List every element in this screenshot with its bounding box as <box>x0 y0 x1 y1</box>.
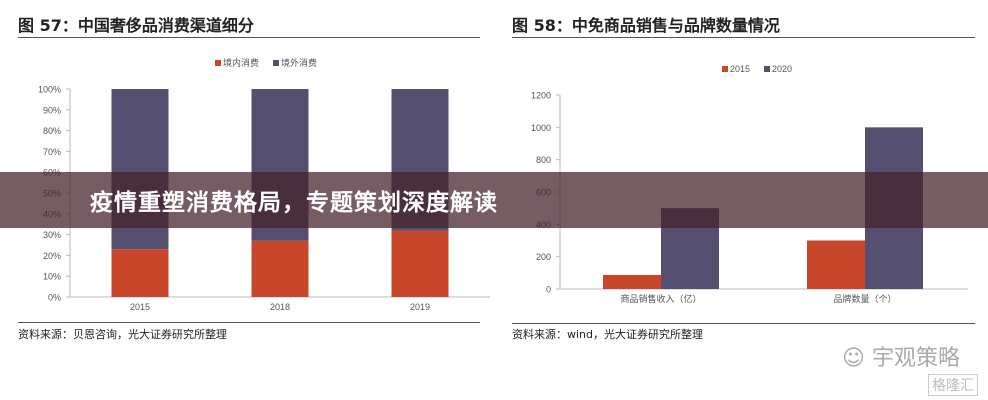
watermark-brand: ☺ 宇观策略 <box>842 340 960 372</box>
chart2-y-tick-label: 200 <box>536 252 551 262</box>
wechat-icon: ☺ <box>842 346 872 371</box>
chart2-title-rule <box>512 37 975 38</box>
chart1-title-rule <box>18 37 480 38</box>
headline-banner[interactable]: 疫情重塑消费格局，专题策划深度解读 <box>0 172 988 228</box>
watermark-brand-text: 宇观策略 <box>871 346 960 371</box>
chart2-y-tick-label: 800 <box>536 155 551 165</box>
chart2-source: 资料来源：wind，光大证券研究所整理 <box>512 328 704 341</box>
chart1-x-tick-label: 2018 <box>270 302 290 312</box>
chart2-bar-2015-1 <box>807 240 865 289</box>
chart2-y-tick-label: 1200 <box>531 91 551 101</box>
chart1-bar-境内消费-2018 <box>251 240 309 297</box>
chart1-legend-label: 境外消费 <box>281 57 317 68</box>
chart2-y-tick-label: 1000 <box>531 123 551 133</box>
chart1-bar-境内消费-2015 <box>111 249 169 297</box>
chart1-y-tick-label: 0% <box>48 293 61 303</box>
chart1-bar-境内消费-2019 <box>391 230 449 297</box>
chart1-legend-swatch <box>215 60 221 66</box>
chart1-y-tick-label: 70% <box>43 147 61 157</box>
chart2-legend-label: 2015 <box>730 64 750 74</box>
banner-text: 疫情重塑消费格局，专题策划深度解读 <box>90 190 498 216</box>
chart1-y-tick-label: 20% <box>43 251 61 261</box>
chart1-legend-label: 境内消费 <box>223 57 259 68</box>
chart2-legend-swatch <box>722 66 728 72</box>
chart2-legend-label: 2020 <box>772 64 792 74</box>
chart2-legend-swatch <box>764 66 770 72</box>
watermark-site: 格隆汇 <box>928 374 978 396</box>
chart2-title: 图 58：中免商品销售与品牌数量情况 <box>512 16 780 35</box>
chart1-x-tick-label: 2015 <box>130 302 150 312</box>
chart2-x-tick-label: 品牌数量（个） <box>833 293 896 304</box>
chart1-x-tick-label: 2019 <box>410 302 430 312</box>
chart1-y-tick-label: 10% <box>43 272 61 282</box>
chart2-y-tick-label: 0 <box>546 285 551 295</box>
chart1-y-tick-label: 100% <box>38 85 61 95</box>
chart1-y-tick-label: 80% <box>43 126 61 136</box>
chart2-bar-2015-0 <box>603 274 661 289</box>
chart1-source: 资料来源：贝恩咨询，光大证券研究所整理 <box>18 328 227 341</box>
chart1-y-tick-label: 90% <box>43 105 61 115</box>
chart1-title: 图 57：中国奢侈品消费渠道细分 <box>18 16 254 35</box>
chart2-source-rule <box>512 323 975 324</box>
chart1-y-tick-label: 30% <box>43 230 61 240</box>
chart1-source-rule <box>18 322 480 323</box>
chart1-legend-swatch <box>273 60 279 66</box>
chart2-x-tick-label: 商品销售收入（亿） <box>620 293 701 304</box>
